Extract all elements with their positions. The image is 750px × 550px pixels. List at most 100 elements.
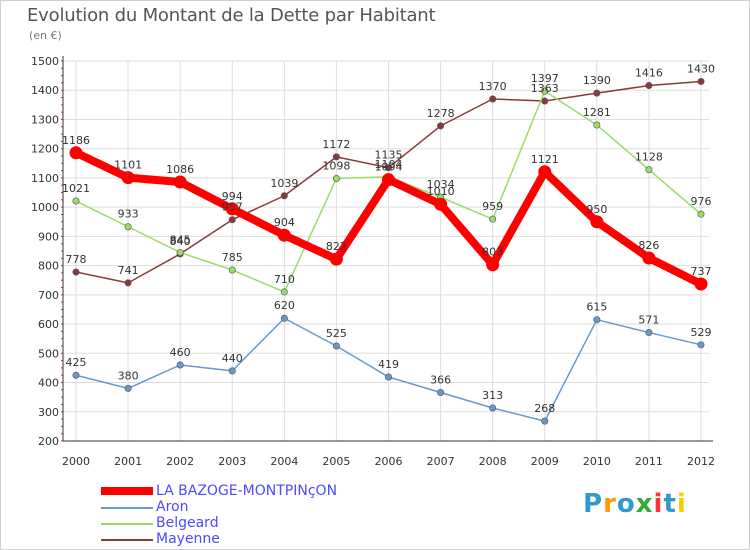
data-label: 525 [326,327,347,340]
x-tick-labels: 2000 2001 2002 2003 2004 2005 2006 2007 2008 2009… [62,455,715,468]
data-point [228,367,236,375]
data-point [541,417,549,425]
data-label: 1186 [62,134,90,147]
y-tick-label: 900 [38,230,59,243]
data-point [332,175,340,183]
data-point [280,314,288,322]
data-label: 1430 [687,62,715,75]
data-label: 460 [170,346,191,359]
data-label: 904 [274,216,295,229]
y-tick-label: 400 [38,377,59,390]
x-tick-label: 2010 [583,455,611,468]
legend-label: Belgeard [156,515,219,531]
data-point [228,266,236,274]
data-label: 737 [691,265,712,278]
data-point [69,146,83,160]
y-tick-label: 1000 [31,201,59,214]
x-tick-label: 2000 [62,455,90,468]
data-point [593,121,601,129]
legend-label: Aron [156,499,189,515]
x-tick-label: 2005 [322,455,350,468]
data-point [541,87,549,95]
data-label: 785 [222,251,243,264]
y-tick-label: 200 [38,435,59,448]
data-point [697,210,705,218]
data-label: 845 [170,233,191,246]
data-point [329,252,343,266]
data-label: 620 [274,299,295,312]
data-label: 419 [378,358,399,371]
data-point [645,166,653,174]
data-point [277,228,291,242]
data-label: 1021 [62,182,90,195]
data-point [332,153,340,161]
data-label: 840 [170,235,191,248]
data-label: 440 [222,352,243,365]
data-label: 1172 [322,138,350,151]
data-point [645,82,653,90]
data-point [593,89,601,97]
data-point [694,277,708,291]
data-label: 957 [222,201,243,214]
data-point [489,215,497,223]
data-point [124,384,132,392]
y-tick-label: 600 [38,318,59,331]
data-point [124,279,132,287]
y-tick-label: 1500 [31,55,59,68]
data-label: 529 [691,326,712,339]
axes [61,56,713,442]
legend-label: Mayenne [156,531,220,547]
data-label: 425 [66,356,87,369]
data-label: 994 [222,190,243,203]
legend-label: LA BAZOGE-MONTPINçON [156,483,338,499]
data-point [384,164,392,172]
data-point [645,329,653,337]
data-label: 778 [66,253,87,266]
data-point [72,197,80,205]
data-point [538,165,552,179]
data-point [437,388,445,396]
chart-subtitle: (en €) [29,29,62,42]
legend-swatch [101,507,153,509]
data-point [121,171,135,185]
data-point [176,361,184,369]
data-point [384,373,392,381]
data-point [642,251,656,265]
data-label: 366 [430,373,451,386]
gridlines [63,60,709,442]
data-point [489,404,497,412]
data-point [228,216,236,224]
data-label: 976 [691,195,712,208]
x-tick-label: 2011 [635,455,663,468]
data-point [124,223,132,231]
x-tick-label: 2009 [531,455,559,468]
data-point [489,95,497,103]
data-label: 1098 [322,160,350,173]
data-label: 803 [482,246,503,259]
data-label: 1094 [375,161,403,174]
x-tick-label: 2012 [687,455,715,468]
data-label: 933 [118,208,139,221]
data-point [593,316,601,324]
data-label: 959 [482,200,503,213]
data-label: 741 [118,264,139,277]
proxiti-logo: Proxiti [583,489,687,519]
data-point [697,77,705,85]
data-point [697,341,705,349]
data-label: 1086 [166,163,194,176]
y-tick-label: 300 [38,406,59,419]
data-label: 1390 [583,74,611,87]
series-layer [69,77,708,425]
data-label: 822 [326,240,347,253]
data-label: 1128 [635,151,663,164]
data-label: 1363 [531,82,559,95]
data-point [280,192,288,200]
legend-swatch [101,523,153,525]
legend-swatch [101,539,153,541]
data-label: 826 [638,239,659,252]
data-label: 1281 [583,106,611,119]
data-point [437,122,445,130]
data-label: 1010 [427,185,455,198]
data-label: 1039 [270,177,298,190]
